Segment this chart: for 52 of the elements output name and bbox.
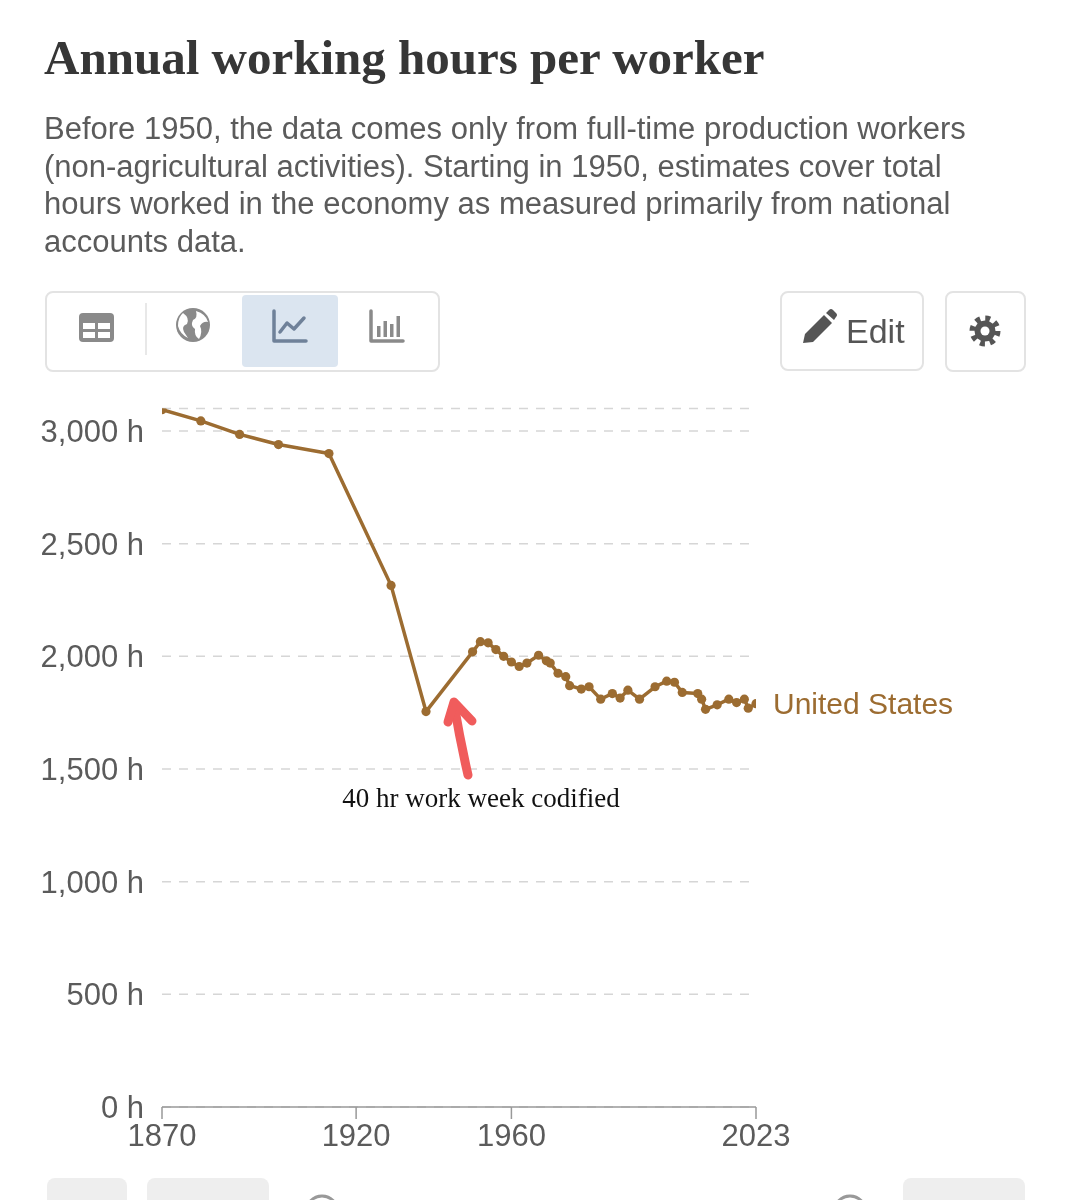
point	[421, 706, 431, 717]
point	[584, 682, 594, 692]
y-tick-label: 3,000 h	[40, 414, 144, 450]
point	[545, 658, 555, 668]
point	[475, 637, 485, 647]
x-tick-label: 1960	[476, 1118, 546, 1154]
point	[553, 668, 563, 678]
chart-subtitle: Before 1950, the data comes only from full-time production workers (non-agricultural activities). Starting in 1950, estimates cover total hours worked in the economy as measured primarily from national accounts data.	[44, 110, 967, 260]
point	[677, 687, 687, 698]
y-tick-label: 2,500 h	[40, 526, 144, 562]
point	[491, 645, 501, 655]
y-tick-label: 500 h	[66, 977, 144, 1013]
point	[561, 672, 571, 682]
point	[669, 677, 680, 687]
series-label: United States	[773, 687, 954, 721]
point	[607, 688, 617, 699]
point	[743, 703, 753, 713]
point	[565, 681, 575, 691]
point	[596, 694, 606, 704]
point	[700, 704, 711, 714]
point	[533, 650, 544, 660]
point	[467, 647, 478, 657]
y-tick-label: 1,500 h	[40, 752, 144, 788]
point	[499, 651, 509, 661]
point	[650, 682, 660, 692]
y-tick-label: 1,000 h	[40, 864, 144, 900]
point	[235, 429, 245, 440]
point	[522, 658, 532, 668]
annotation: 40 hr work week codified	[342, 783, 621, 813]
x-tick-label: 1870	[127, 1118, 197, 1154]
point	[514, 661, 524, 672]
point	[623, 685, 633, 695]
point	[697, 694, 707, 704]
point	[576, 684, 586, 694]
x-tick-label: 2023	[721, 1118, 791, 1154]
point	[273, 439, 284, 450]
point	[615, 693, 625, 703]
chart-title: Annual working hours per worker	[44, 30, 765, 85]
point	[712, 700, 722, 710]
point	[634, 694, 645, 704]
point	[739, 694, 749, 704]
y-tick-label: 2,000 h	[40, 639, 144, 675]
point	[731, 697, 742, 708]
point	[386, 580, 396, 590]
point	[662, 676, 672, 686]
edit-button: Edit	[780, 291, 924, 371]
point	[506, 657, 517, 667]
point	[324, 448, 334, 459]
point	[483, 638, 493, 648]
point	[724, 694, 734, 704]
point	[196, 416, 206, 426]
x-tick-label: 1920	[321, 1118, 391, 1154]
